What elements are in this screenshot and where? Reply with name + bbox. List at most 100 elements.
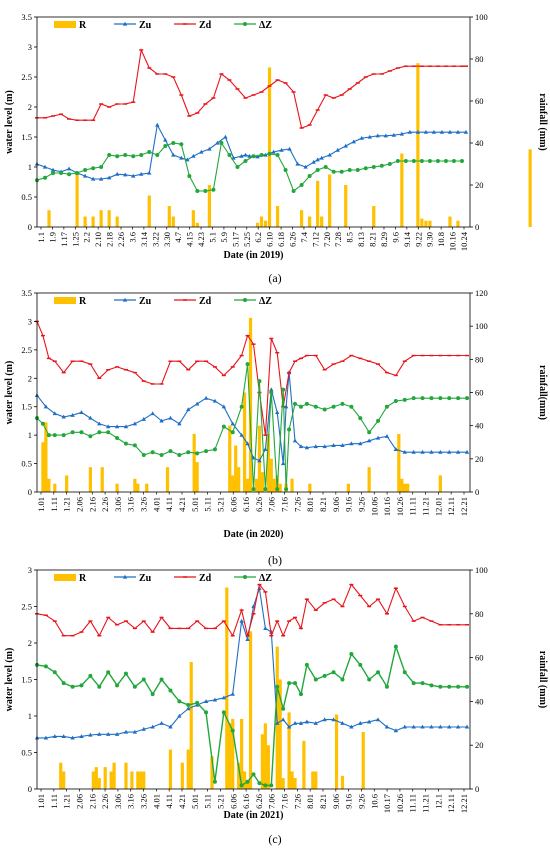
series-point-Zu (70, 735, 75, 740)
y-tick-label: 1 (28, 711, 32, 721)
x-tick-label: 4.15 (185, 232, 195, 247)
series-point-dZ (451, 159, 456, 163)
series-point-dZ (287, 427, 292, 432)
x-tick-label: 7.06 (267, 497, 277, 512)
series-point-dZ (267, 151, 272, 156)
x-tick-label: 6.26 (288, 232, 298, 247)
series-point-Zu (331, 443, 336, 447)
rainfall-bar (245, 780, 250, 789)
series-point-dZ (384, 404, 389, 409)
series-point-Zu (315, 157, 320, 162)
x-tick-label: 8.29 (379, 232, 389, 247)
series-point-Zu (429, 724, 434, 729)
rainfall-bar (145, 483, 149, 492)
series-point-dZ (363, 166, 368, 171)
series-point-dZ (239, 404, 244, 409)
x-tick-label: 2.16 (87, 794, 97, 809)
series-point-Zu (185, 157, 190, 162)
series-point-dZ (46, 433, 51, 438)
y2-tick-label: 100 (475, 12, 488, 22)
x-tick-label: 6.26 (254, 497, 264, 512)
series-point-Zu (186, 706, 191, 711)
legend-label-Zu: Zu (139, 20, 152, 31)
series-point-dZ (70, 684, 75, 689)
series-point-Zu (114, 171, 120, 176)
x-tick-label: 6.26 (254, 794, 264, 809)
series-point-dZ (230, 430, 235, 435)
series-point-dZ (195, 700, 200, 705)
series-point-dZ (298, 404, 303, 409)
series-point-dZ (123, 441, 128, 446)
series-point-dZ (283, 168, 288, 172)
rainfall-bar (287, 712, 291, 789)
series-point-dZ (187, 174, 192, 178)
series-point-dZ (150, 692, 155, 697)
x-tick-label: 5.21 (215, 497, 225, 512)
y-tick-label: 2 (28, 373, 32, 383)
series-point-Zu (384, 433, 390, 438)
legend-label-Zu: Zu (139, 296, 152, 307)
series-point-dZ (465, 684, 470, 689)
series-point-Zu (423, 129, 429, 134)
series-point-Zu (171, 152, 176, 157)
legend-marker-dZ (243, 22, 247, 26)
y-tick-label: 2.5 (21, 345, 32, 355)
plot-frame (36, 16, 471, 228)
series-point-Zu (207, 146, 212, 151)
series-point-Zu (98, 176, 104, 181)
y2-tick-label: 80 (475, 54, 484, 64)
series-point-dZ (349, 404, 354, 409)
series-point-dZ (393, 644, 398, 649)
rainfall-bar (234, 445, 238, 492)
rainfall-bar (124, 762, 128, 789)
series-point-dZ (371, 165, 376, 169)
series-point-dZ (395, 159, 400, 163)
series-point-Zu (150, 411, 155, 416)
y-tick-label: 1.5 (21, 132, 32, 142)
series-point-dZ (349, 651, 354, 656)
series-point-Zu (247, 153, 252, 158)
series-point-dZ (115, 683, 120, 688)
series-point-Zu (358, 721, 363, 725)
rainfall-bar (91, 771, 95, 789)
series-point-Zu (295, 161, 300, 166)
series-point-dZ (322, 407, 327, 412)
rainfall-bar (254, 478, 259, 492)
legend-label-Zu: Zu (139, 573, 152, 584)
series-point-dZ (304, 662, 309, 667)
rainfall-bar (100, 467, 104, 492)
series-point-dZ (429, 396, 434, 401)
x-tick-label: 10.24 (459, 231, 469, 251)
series-point-dZ (427, 159, 432, 163)
series-point-Zu (319, 155, 324, 160)
series-point-dZ (141, 453, 146, 458)
rainfall-bar (260, 734, 264, 789)
series-point-dZ (245, 779, 250, 784)
series-point-Zu (415, 129, 421, 134)
series-point-dZ (123, 671, 128, 676)
series-point-dZ (275, 684, 280, 689)
rainfall-bar (424, 220, 428, 227)
series-point-dZ (420, 396, 425, 401)
series-point-Zu (411, 449, 416, 454)
y-tick-label: 1 (28, 162, 32, 172)
series-point-dZ (99, 165, 104, 169)
x-tick-label: 10.16 (382, 497, 392, 516)
rainfall-bar (136, 771, 140, 789)
rainfall-bar (65, 475, 69, 492)
series-point-Zu (97, 731, 102, 736)
series-point-dZ (443, 159, 448, 163)
series-point-Zu (42, 164, 48, 169)
series-point-dZ (402, 397, 407, 402)
x-tick-label: 10.06 (369, 497, 379, 516)
rainfall-bar (438, 475, 442, 492)
x-tick-label: 2.26 (116, 232, 126, 247)
rainfall-bar (372, 206, 376, 227)
rainfall-bar (266, 745, 270, 789)
series-point-Zu (223, 134, 228, 139)
series-point-dZ (411, 159, 416, 163)
series-point-dZ (293, 681, 298, 686)
series-point-dZ (83, 168, 88, 172)
series-point-Zu (194, 401, 200, 406)
series-point-Zu (375, 435, 381, 440)
